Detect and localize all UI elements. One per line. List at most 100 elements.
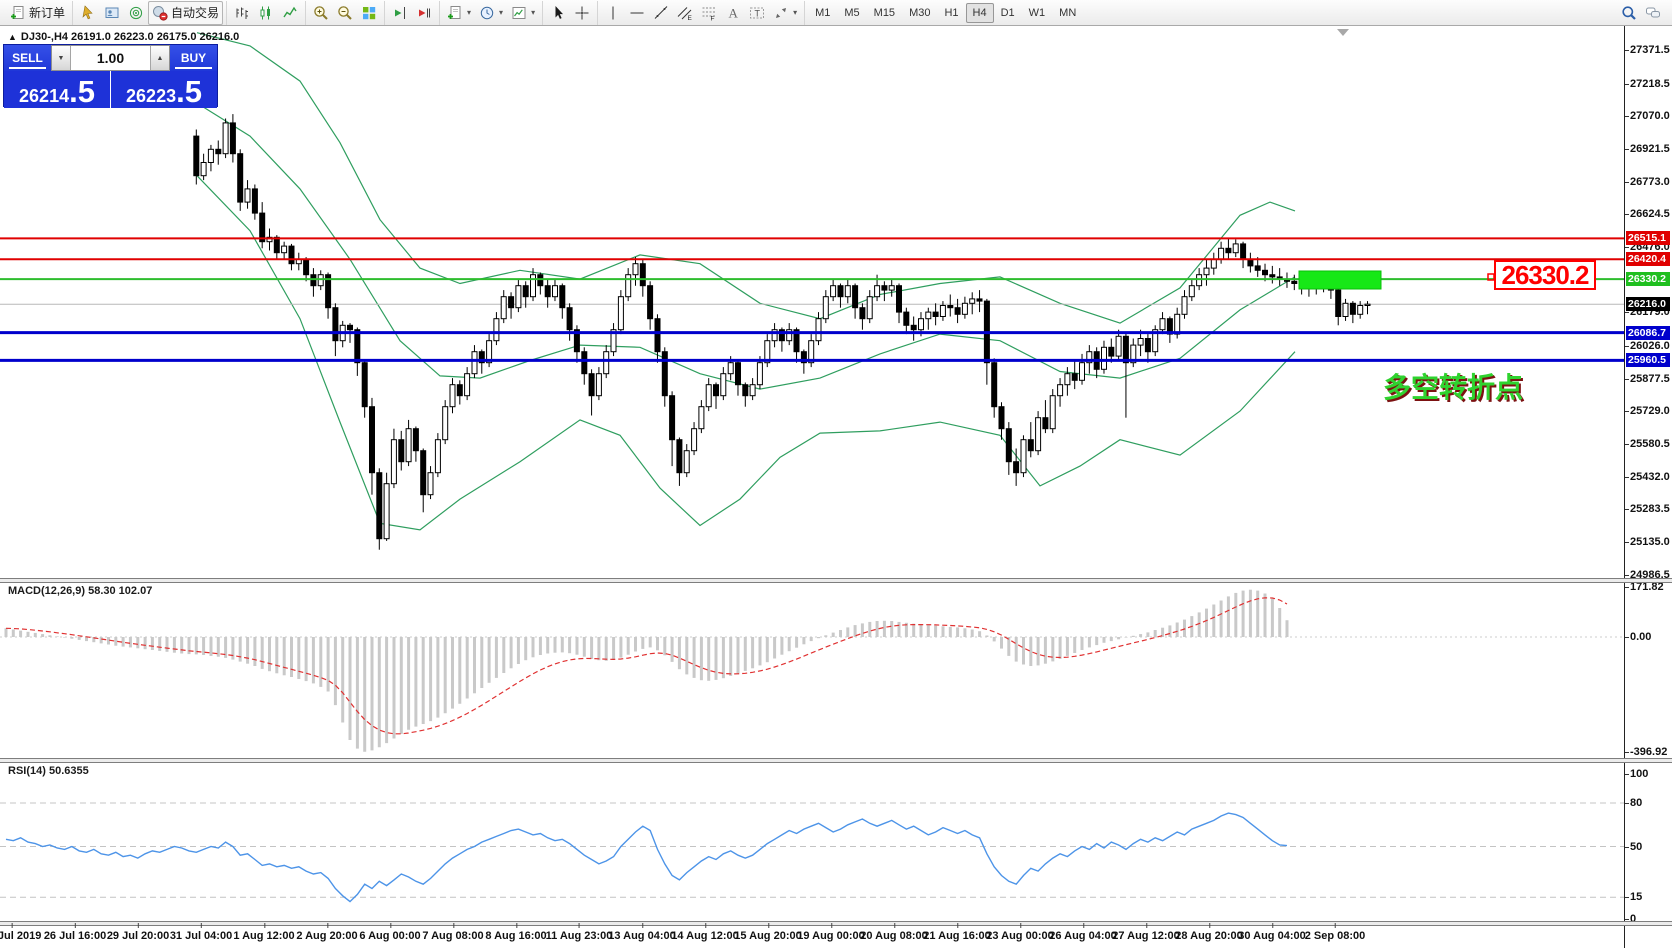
chat-button[interactable] bbox=[1641, 1, 1665, 25]
price-tag-26330.2: 26330.2 bbox=[1626, 272, 1670, 287]
chart-shift-button[interactable] bbox=[388, 1, 412, 25]
macd-axis-tick: 171.82 bbox=[1625, 581, 1664, 594]
price-axis-tick: 25432.0 bbox=[1625, 470, 1670, 483]
tile-windows-button[interactable] bbox=[357, 1, 381, 25]
arrows-tool-button[interactable]: ▾ bbox=[769, 1, 801, 25]
cursor-tool-button[interactable] bbox=[546, 1, 570, 25]
bollinger-bands bbox=[196, 32, 1296, 531]
rsi-axis-tick: 15 bbox=[1624, 891, 1643, 904]
price-axis-tick: 24986.5 bbox=[1625, 568, 1670, 581]
volume-decrease-button[interactable]: ▼ bbox=[52, 46, 71, 70]
sell-button[interactable]: SELL bbox=[4, 45, 51, 71]
time-axis-label: 6 Aug 00:00 bbox=[359, 923, 421, 942]
channel-icon: E bbox=[677, 5, 693, 21]
price-axis-tick: 25729.0 bbox=[1625, 405, 1670, 418]
texta-icon: A bbox=[725, 5, 741, 21]
hline-tool-button[interactable] bbox=[625, 1, 649, 25]
vline-tool-button[interactable] bbox=[601, 1, 625, 25]
pane-separator-rsi[interactable] bbox=[0, 758, 1672, 763]
pane-separator-timeaxis bbox=[0, 921, 1672, 926]
fibonacci-tool-button[interactable]: F bbox=[697, 1, 721, 25]
time-axis-label: 14 Aug 12:00 bbox=[671, 923, 739, 942]
autotrade-button-label: 自动交易 bbox=[171, 6, 220, 20]
price-tag-26086.7: 26086.7 bbox=[1626, 325, 1670, 340]
cursor-icon bbox=[550, 5, 566, 21]
svg-text:E: E bbox=[688, 15, 693, 21]
autotrade-button[interactable]: 自动交易 bbox=[148, 0, 224, 25]
new-order-button-label: 新订单 bbox=[29, 6, 66, 20]
timeframe-mn-button[interactable]: MN bbox=[1059, 6, 1077, 19]
turning-point-note: 多空转折点 bbox=[1383, 372, 1524, 403]
zoom-in-button[interactable] bbox=[309, 1, 333, 25]
time-axis-label: 20 Aug 08:00 bbox=[860, 923, 928, 942]
volume-increase-button[interactable]: ▲ bbox=[150, 46, 169, 70]
macd-axis-tick: 0.00 bbox=[1624, 631, 1652, 643]
time-axis-label: 15 Aug 20:00 bbox=[734, 923, 802, 942]
sell-price[interactable]: 26214.5 bbox=[4, 71, 110, 108]
textlabel-icon: T bbox=[749, 5, 765, 21]
price-axis: 27371.5 27218.5 27070.0 26921.5 26773.0 26624… bbox=[1624, 26, 1672, 948]
timeframe-w1-button[interactable]: W1 bbox=[1028, 6, 1046, 19]
market-watch-button[interactable] bbox=[100, 1, 124, 25]
signals-button[interactable] bbox=[124, 1, 148, 25]
chart-pointer-button[interactable] bbox=[76, 1, 100, 25]
bar-chart-type-button[interactable] bbox=[230, 1, 254, 25]
crosshair-tool-button[interactable] bbox=[570, 1, 594, 25]
template-button[interactable]: ▾ bbox=[507, 1, 539, 25]
timeframe-m15-button[interactable]: M15 bbox=[873, 6, 896, 19]
indicators-icon bbox=[511, 5, 527, 21]
candle-chart-type-button[interactable] bbox=[254, 1, 278, 25]
candles-icon bbox=[258, 5, 274, 21]
autoscroll-icon bbox=[416, 5, 432, 21]
horizontal-level-lines bbox=[0, 237, 1624, 362]
linechart-icon bbox=[282, 5, 298, 21]
symbol-marker-icon: ▲ bbox=[8, 32, 17, 42]
zoom-out-icon bbox=[337, 5, 353, 21]
line-chart-type-button[interactable] bbox=[278, 1, 302, 25]
rsi-axis-tick: 0 bbox=[1624, 913, 1637, 925]
arrows-icon bbox=[773, 5, 789, 21]
time-axis-label: 25 Jul 2019 bbox=[0, 923, 41, 942]
auto-scroll-button[interactable] bbox=[412, 1, 436, 25]
time-axis-label: 27 Aug 12:00 bbox=[1112, 923, 1180, 942]
price-axis-tick: 26773.0 bbox=[1625, 175, 1670, 188]
new-order-button[interactable]: 新订单 bbox=[6, 1, 69, 25]
channel-tool-button[interactable]: E bbox=[673, 1, 697, 25]
price-tag-26216.0: 26216.0 bbox=[1626, 297, 1670, 312]
timeframe-m5-button[interactable]: M5 bbox=[844, 6, 860, 19]
trendline-tool-button[interactable] bbox=[649, 1, 673, 25]
radar-icon bbox=[128, 5, 144, 21]
rsi-axis-tick: 50 bbox=[1624, 840, 1643, 853]
band-upper bbox=[196, 32, 1296, 324]
timeframe-h1-button[interactable]: H1 bbox=[944, 6, 959, 19]
rsi-indicator-label: RSI(14) 50.6355 bbox=[8, 765, 89, 777]
zoom-out-button[interactable] bbox=[333, 1, 357, 25]
price-axis-tick: 26624.5 bbox=[1625, 208, 1670, 221]
new-chart-button[interactable]: ▾ bbox=[443, 1, 475, 25]
time-axis-label: 2 Sep 08:00 bbox=[1304, 923, 1366, 942]
buy-button[interactable]: BUY bbox=[170, 45, 217, 71]
timeframe-m30-button[interactable]: M30 bbox=[909, 6, 931, 19]
label-tool-button[interactable]: T bbox=[745, 1, 769, 25]
pane-separator-macd[interactable] bbox=[0, 578, 1672, 583]
timeframe-m1-button[interactable]: M1 bbox=[815, 6, 831, 19]
price-tag-25960.5: 25960.5 bbox=[1626, 353, 1670, 368]
price-axis-tick: 25135.0 bbox=[1625, 535, 1670, 548]
time-axis-label: 1 Aug 12:00 bbox=[233, 923, 295, 942]
toolbar-group: 自动交易 bbox=[72, 0, 226, 25]
text-tool-button[interactable]: A bbox=[721, 1, 745, 25]
symbol-info: ▲ DJ30-,H4 26191.0 26223.0 26175.0 26216.… bbox=[8, 31, 239, 43]
rsi-axis-tick: 100 bbox=[1624, 768, 1649, 780]
periods-button[interactable]: ▾ bbox=[475, 1, 507, 25]
timeframe-d1-button[interactable]: D1 bbox=[1000, 6, 1015, 19]
macd-axis-tick: -396.92 bbox=[1624, 746, 1668, 759]
price-axis-tick: 27218.5 bbox=[1625, 77, 1670, 90]
time-axis-label: 7 Aug 08:00 bbox=[422, 923, 484, 942]
volume-input[interactable]: 1.00 bbox=[71, 46, 150, 70]
chart-shift-marker[interactable] bbox=[1337, 29, 1349, 36]
one-click-trading-panel[interactable]: SELL ▼ 1.00 ▲ BUY 26214.5 26223.5 bbox=[3, 44, 218, 108]
search-button[interactable] bbox=[1617, 1, 1641, 25]
buy-price[interactable]: 26223.5 bbox=[111, 71, 217, 108]
timeframe-h4-button[interactable]: H4 bbox=[965, 2, 994, 23]
